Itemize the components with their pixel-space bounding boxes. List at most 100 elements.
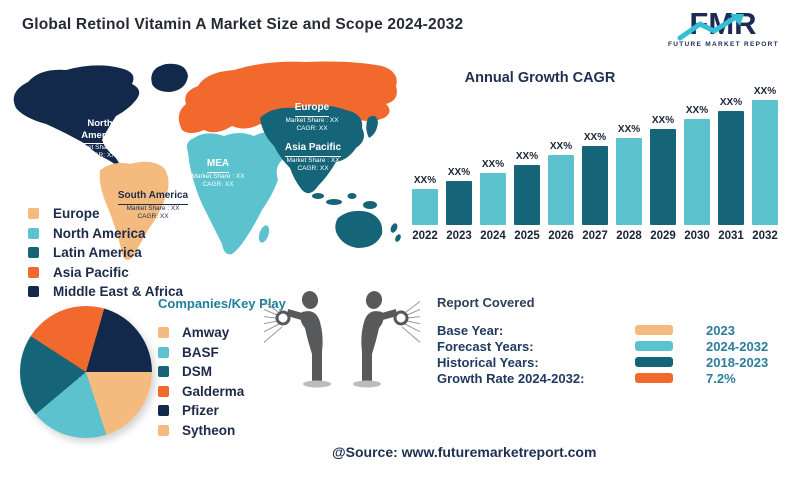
- legend-color-swatch: [28, 227, 39, 239]
- companies-legend-items: Amway BASF DSM Galderma Pfizer Sytheon: [158, 323, 286, 440]
- map-greenland: [151, 63, 188, 92]
- legend-item-label: Europe: [53, 206, 100, 222]
- company-name: Pfizer: [182, 403, 219, 419]
- bar: [446, 181, 472, 225]
- announcer-figures-icon: [264, 291, 420, 388]
- report-row-value: 2023: [706, 322, 735, 338]
- bar-column: XX% 2031: [718, 97, 744, 242]
- legend-color-swatch: [28, 208, 39, 220]
- bar: [718, 111, 744, 225]
- bar: [752, 100, 778, 225]
- bar-year-label: 2030: [684, 230, 710, 242]
- report-row-label: Historical Years:: [437, 354, 539, 370]
- map-south-america: [99, 161, 169, 260]
- bar-year-label: 2032: [752, 230, 778, 242]
- bar: [616, 138, 642, 225]
- bar-column: XX% 2025: [514, 151, 540, 242]
- bar-value-label: XX%: [515, 151, 539, 162]
- map-indonesia-1: [312, 193, 324, 199]
- company-legend-item: DSM: [158, 362, 286, 382]
- world-map: [13, 61, 401, 260]
- fmr-logo: FMR FUTURE MARKET REPORT: [668, 6, 778, 49]
- bar-column: XX% 2022: [412, 175, 438, 242]
- legend-color-swatch: [28, 286, 39, 298]
- report-color-swatch: [635, 341, 673, 351]
- bar-value-label: XX%: [719, 97, 743, 108]
- map-legend-item: Asia Pacific: [28, 263, 183, 283]
- bar-value-label: XX%: [753, 86, 777, 97]
- map-philippines: [347, 193, 357, 199]
- report-row: Forecast Years: 2024-2032: [437, 338, 792, 354]
- map-legend: Europe North America Latin America Asia Pac…: [28, 204, 183, 302]
- bar-year-label: 2031: [718, 230, 744, 242]
- map-north-america: [13, 65, 140, 168]
- report-row-value: 2024-2032: [706, 338, 769, 354]
- fmr-logo-text: FMR: [689, 6, 757, 41]
- fmr-logo-word: FMR: [668, 6, 778, 41]
- company-legend-item: Pfizer: [158, 401, 286, 421]
- bar-column: XX% 2029: [650, 115, 676, 242]
- report-row-label: Base Year:: [437, 322, 504, 338]
- bar-year-label: 2024: [480, 230, 506, 242]
- bar: [684, 119, 710, 225]
- bar-year-label: 2027: [582, 230, 608, 242]
- report-row-label: Growth Rate 2024-2032:: [437, 370, 585, 386]
- bar: [480, 173, 506, 225]
- map-madagascar: [258, 225, 270, 243]
- companies-heading: Companies/Key Play: [158, 296, 286, 311]
- bar-year-label: 2028: [616, 230, 642, 242]
- legend-color-swatch: [28, 247, 39, 259]
- report-color-swatch: [635, 357, 673, 367]
- bar-value-label: XX%: [549, 141, 573, 152]
- report-row-label: Forecast Years:: [437, 338, 534, 354]
- bar: [582, 146, 608, 225]
- report-row: Growth Rate 2024-2032: 7.2%: [437, 370, 792, 386]
- company-color-swatch: [158, 405, 169, 417]
- company-legend-item: Galderma: [158, 382, 286, 402]
- map-legend-item: Latin America: [28, 243, 183, 263]
- bar-value-label: XX%: [651, 115, 675, 126]
- map-new-zealand-2: [395, 234, 401, 242]
- bar-column: XX% 2023: [446, 167, 472, 242]
- bar-column: XX% 2026: [548, 141, 574, 242]
- bar-year-label: 2029: [650, 230, 676, 242]
- bar-year-label: 2022: [412, 230, 438, 242]
- legend-item-label: North America: [53, 225, 146, 241]
- legend-item-label: Latin America: [53, 245, 142, 261]
- legend-item-label: Middle East & Africa: [53, 284, 184, 300]
- bar-value-label: XX%: [481, 159, 505, 170]
- map-legend-item: Europe: [28, 204, 183, 224]
- company-color-swatch: [158, 385, 169, 397]
- bar-year-label: 2026: [548, 230, 574, 242]
- bar-value-label: XX%: [447, 167, 471, 178]
- source-attribution: @Source: www.futuremarketreport.com: [332, 444, 597, 460]
- report-covered-heading: Report Covered: [437, 295, 535, 310]
- company-color-swatch: [158, 327, 169, 339]
- report-row-value: 2018-2023: [706, 354, 769, 370]
- page-title: Global Retinol Vitamin A Market Size and…: [22, 16, 464, 33]
- report-row: Historical Years: 2018-2023: [437, 354, 792, 370]
- company-legend-item: Sytheon: [158, 421, 286, 441]
- company-legend-item: BASF: [158, 343, 286, 363]
- bar: [548, 155, 574, 225]
- bar-column: XX% 2027: [582, 132, 608, 242]
- company-name: BASF: [182, 344, 219, 360]
- bar: [412, 189, 438, 225]
- map-legend-item: North America: [28, 224, 183, 244]
- company-color-swatch: [158, 424, 169, 436]
- map-australia: [335, 210, 383, 248]
- map-new-zealand-1: [390, 223, 398, 233]
- company-name: Sytheon: [182, 422, 236, 438]
- announcer-right-icon: [353, 291, 420, 388]
- bar-chart-title: Annual Growth CAGR: [464, 70, 616, 86]
- map-japan: [366, 115, 378, 138]
- company-name: DSM: [182, 364, 212, 380]
- bar-value-label: XX%: [583, 132, 607, 143]
- company-color-swatch: [158, 346, 169, 358]
- announcer-left-icon: [264, 291, 331, 388]
- map-new-guinea: [363, 201, 377, 209]
- legend-item-label: Asia Pacific: [53, 264, 129, 280]
- bar-column: XX% 2028: [616, 124, 642, 242]
- report-row: Base Year: 2023: [437, 322, 792, 338]
- company-name: Galderma: [182, 383, 245, 399]
